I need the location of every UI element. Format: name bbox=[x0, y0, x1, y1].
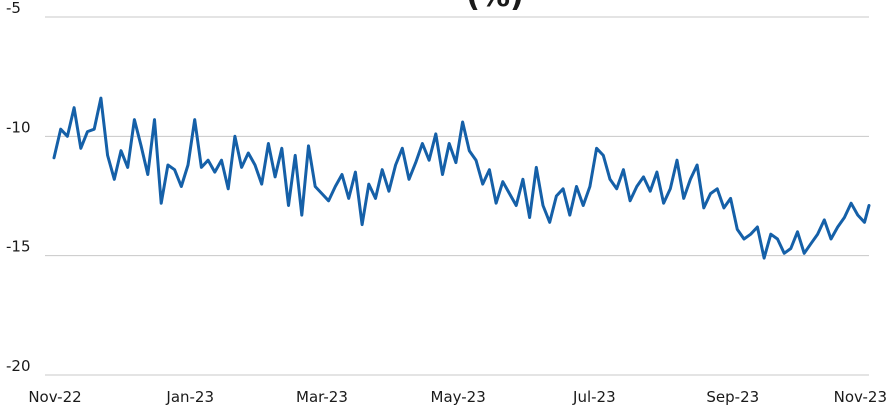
chart-title-fragment: (%) bbox=[466, 0, 523, 14]
x-tick-label: Mar-23 bbox=[296, 388, 348, 406]
y-tick-label: -5 bbox=[6, 0, 21, 17]
x-tick-label: Jan-23 bbox=[165, 388, 214, 406]
y-tick-label: -20 bbox=[6, 357, 31, 375]
x-tick-label: Jul-23 bbox=[572, 388, 616, 406]
x-axis-ticks: Nov-22 Jan-23 Mar-23 May-23 Jul-23 Sep-23 Nov-… bbox=[28, 388, 887, 406]
x-tick-label: May-23 bbox=[431, 388, 486, 406]
y-axis-ticks: -5 -10 -15 -20 bbox=[6, 0, 31, 375]
gridlines bbox=[45, 16, 869, 376]
series-line bbox=[52, 96, 871, 260]
y-tick-label: -15 bbox=[6, 238, 31, 256]
series-group bbox=[52, 96, 871, 260]
x-tick-label: Sep-23 bbox=[706, 388, 759, 406]
x-tick-label: Nov-22 bbox=[28, 388, 81, 406]
y-tick-label: -10 bbox=[6, 118, 31, 136]
x-tick-label: Nov-23 bbox=[834, 388, 887, 406]
